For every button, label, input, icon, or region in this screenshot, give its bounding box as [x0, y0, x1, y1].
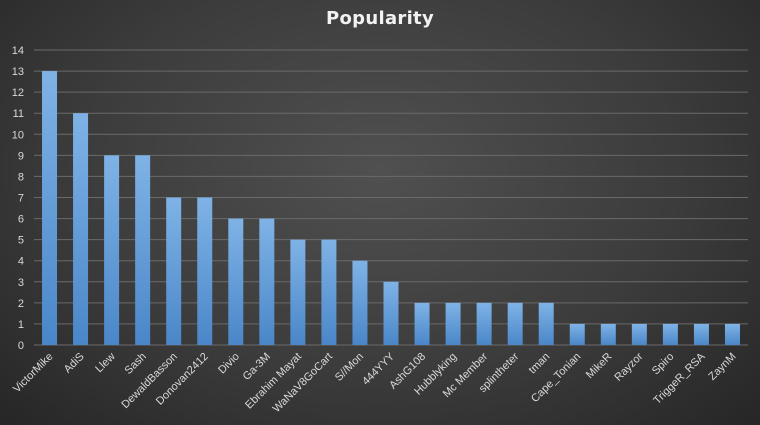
y-tick-label: 0 — [18, 340, 24, 352]
bar — [166, 197, 182, 345]
bar — [135, 155, 151, 345]
bar — [321, 239, 337, 345]
y-tick-label: 12 — [12, 87, 24, 99]
x-tick-label: DewaldBasson — [119, 351, 179, 411]
bar — [724, 323, 740, 345]
y-tick-label: 8 — [18, 171, 24, 183]
chart-title: Popularity — [326, 8, 434, 29]
bar — [445, 302, 461, 345]
x-tick-label: MikeR — [584, 351, 615, 382]
bar — [414, 302, 430, 345]
x-tick-label: Sash — [123, 351, 149, 377]
bar — [228, 218, 244, 345]
bar — [631, 323, 647, 345]
bar — [507, 302, 523, 345]
y-tick-label: 4 — [18, 256, 24, 268]
bars — [42, 71, 740, 346]
bar — [197, 197, 213, 345]
bar — [476, 302, 492, 345]
y-tick-label: 13 — [12, 66, 24, 78]
bar — [352, 260, 368, 345]
x-tick-label: Llew — [93, 351, 118, 376]
y-tick-label: 6 — [18, 214, 24, 226]
bar — [600, 323, 616, 345]
x-axis-labels: VictorMike AdiS Llew SashDewaldBassonDonova… — [11, 350, 739, 415]
y-tick-label: 2 — [18, 298, 24, 310]
bar — [259, 218, 275, 345]
y-tick-label: 9 — [18, 150, 24, 162]
x-tick-label: ZaynM — [706, 351, 738, 383]
bar — [104, 155, 120, 345]
x-tick-label: Divio — [216, 351, 242, 377]
y-tick-label: 14 — [12, 45, 24, 57]
bar — [290, 239, 306, 345]
x-tick-label: AdiS — [62, 351, 87, 376]
bar — [383, 281, 399, 345]
bar — [73, 113, 89, 345]
y-tick-label: 3 — [18, 277, 24, 289]
y-tick-label: 7 — [18, 193, 24, 205]
x-tick-label: WaNaV8GoCart — [271, 351, 335, 415]
y-tick-label: 1 — [18, 319, 24, 331]
x-tick-label: VictorMike — [11, 351, 56, 396]
bar — [538, 302, 554, 345]
x-tick-label: tman — [527, 351, 553, 377]
y-tick-label: 5 — [18, 235, 24, 247]
bar — [693, 323, 709, 345]
bar — [42, 71, 58, 346]
x-tick-label: Rayzor — [612, 350, 645, 383]
bar — [569, 323, 585, 345]
x-tick-label: Spiro — [650, 351, 677, 378]
y-tick-label: 10 — [12, 129, 24, 141]
bar — [662, 323, 678, 345]
y-tick-label: 11 — [13, 108, 24, 120]
